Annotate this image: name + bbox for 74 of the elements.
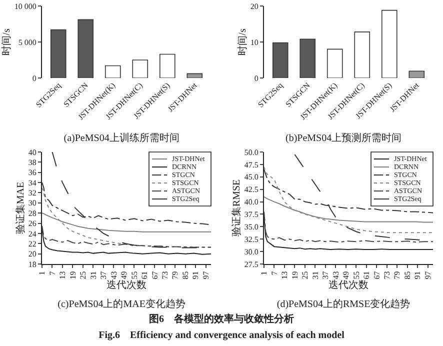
x-tick-label: 85 xyxy=(402,271,412,280)
x-tick-label: 61 xyxy=(140,271,150,280)
x-tick-label: 79 xyxy=(170,271,180,280)
text: (d)PeMS04上的RMSE变化趋势 xyxy=(276,298,410,310)
x-tick-label: 13 xyxy=(58,271,68,280)
x-tick-label: 55 xyxy=(352,271,361,280)
y-tick-label: 32.5 xyxy=(244,234,258,244)
y-tick-label: 40 xyxy=(28,148,36,157)
y-axis-title: 时间/s xyxy=(0,28,12,56)
y-tick-label: 0 xyxy=(254,74,258,83)
x-tick-label: 79 xyxy=(392,271,402,280)
y-tick-label: 20 xyxy=(28,250,36,259)
y-tick-label: 34 xyxy=(28,178,36,188)
caption: 图6 各模型的效率与收敛性分析 xyxy=(148,312,295,327)
y-tick-label: 47.5 xyxy=(244,160,258,170)
x-tick-label: 7 xyxy=(48,271,57,276)
text: (a)PeMS04上训练所需时间 xyxy=(64,132,180,144)
x-tick-label: 25 xyxy=(78,271,88,280)
y-tick-label: 36 xyxy=(28,168,36,178)
x-tick-label: 55 xyxy=(130,271,139,280)
x-tick-label: 31 xyxy=(310,271,320,280)
x-tick-label: 37 xyxy=(99,271,108,280)
y-tick-label: 37.5 xyxy=(244,210,258,220)
y-tick-label: 32 xyxy=(28,188,36,198)
y-tick-label: 10 000 xyxy=(14,2,36,11)
x-tick-label: 7 xyxy=(270,271,279,276)
x-tick-label: 1 xyxy=(38,271,47,276)
x-tick-label: 67 xyxy=(372,271,382,280)
x-tick-label: 19 xyxy=(68,271,78,280)
text: (c)PeMS04上的MAE变化趋势 xyxy=(58,298,186,310)
x-axis-title: 迭代次数 xyxy=(328,279,368,292)
y-tick-label: 18 xyxy=(28,260,36,269)
x-tick-label: 19 xyxy=(290,271,300,280)
y-axis-title: 验证集RMSE xyxy=(230,179,242,237)
x-tick-label: 97 xyxy=(423,271,432,280)
x-tick-label: 43 xyxy=(331,271,340,280)
x-tick-label: 13 xyxy=(280,271,290,280)
y-tick-label: 0 xyxy=(32,74,36,83)
y-tick-label: 30 xyxy=(28,198,36,208)
y-tick-label: 35.0 xyxy=(244,222,258,232)
y-tick-label: 24 xyxy=(28,229,36,238)
y-tick-label: 27.5 xyxy=(244,260,258,269)
x-tick-label: 73 xyxy=(160,271,170,280)
x-tick-label: 37 xyxy=(321,271,330,280)
caption: Fig.6 Efficiency and convergence analysis of each model xyxy=(98,329,346,343)
x-tick-label: 85 xyxy=(180,271,190,280)
x-tick-label: 43 xyxy=(109,271,118,280)
y-tick-label: 10 xyxy=(250,38,258,47)
y-tick-label: 50.0 xyxy=(244,148,258,157)
x-tick-label: 31 xyxy=(88,271,98,280)
y-tick-label: 22 xyxy=(28,239,36,248)
y-tick-label: 30.0 xyxy=(244,247,258,256)
x-tick-label: 49 xyxy=(120,271,129,280)
text: (b)PeMS04上预测所需时间 xyxy=(285,132,402,144)
x-tick-label: 49 xyxy=(342,271,351,280)
y-tick-label: 45.0 xyxy=(244,172,258,182)
x-axis-title: 迭代次数 xyxy=(106,279,146,292)
y-tick-label: 20 xyxy=(250,2,258,11)
y-tick-label: 5 000 xyxy=(18,38,36,47)
x-tick-label: 1 xyxy=(260,271,269,276)
x-tick-label: 73 xyxy=(382,271,392,280)
y-axis-title: 验证集MAE xyxy=(14,182,26,234)
x-tick-label: 61 xyxy=(362,271,372,280)
y-tick-label: 42.5 xyxy=(244,185,258,194)
x-tick-label: 91 xyxy=(191,271,200,280)
x-tick-label: 97 xyxy=(201,271,210,280)
y-tick-label: 38 xyxy=(28,158,36,167)
y-tick-label: 26 xyxy=(28,219,36,228)
x-tick-label: 91 xyxy=(413,271,422,280)
y-tick-label: 40.0 xyxy=(244,198,258,207)
y-axis-title: 时间/s xyxy=(236,28,248,56)
y-tick-label: 28 xyxy=(28,208,36,218)
x-tick-label: 67 xyxy=(150,271,160,280)
x-tick-label: 25 xyxy=(300,271,310,280)
